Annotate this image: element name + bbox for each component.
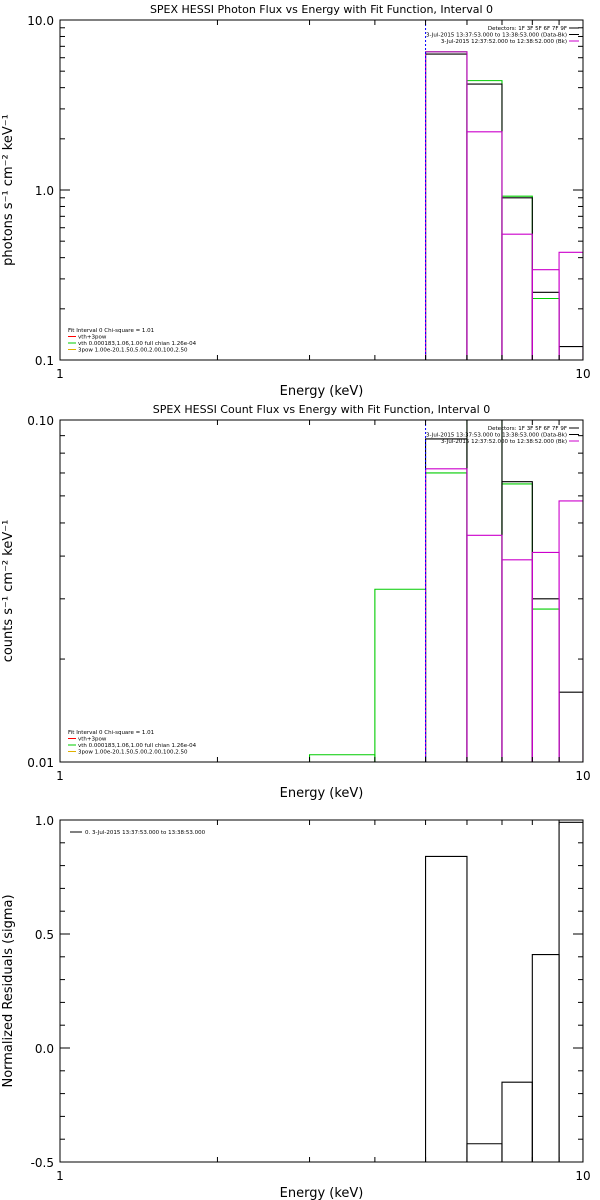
bin-3 xyxy=(501,481,533,762)
bin-5 xyxy=(558,345,583,360)
plot-area xyxy=(425,821,583,1162)
panel-title: SPEX HESSI Photon Flux vs Energy with Fi… xyxy=(150,3,493,16)
bin-6 xyxy=(531,608,560,762)
legend-bottom-left: Fit Interval 0 Chi-square = 1.01vth+3pow… xyxy=(68,328,197,354)
bin-2 xyxy=(466,83,503,360)
bin-2 xyxy=(466,1143,503,1162)
series-1 xyxy=(425,821,583,1162)
bin-3 xyxy=(501,197,533,360)
plot-area xyxy=(309,51,583,360)
bin-3 xyxy=(501,559,533,762)
panel-3: 1 10 -0.5 0.0 0.5 1.0 Energy (keV) Normalized R… xyxy=(1,814,591,1200)
y-tick-label: 0.10 xyxy=(27,414,54,428)
y-tick-label: 1.0 xyxy=(35,814,54,828)
bin-4 xyxy=(531,953,560,1162)
legend-entry: Fit Interval 0 Chi-square = 1.01 xyxy=(68,328,154,334)
legend-entry: vth 0.000183,1.06,1.00 full chian 1.26e-… xyxy=(78,743,197,749)
legend-top-left: 0. 3-Jul-2015 13:37:53.000 to 13:38:53.0… xyxy=(70,830,206,836)
y-tick-label: 0.1 xyxy=(35,354,54,368)
bin-1 xyxy=(425,53,468,360)
y-axis-label: photons s⁻¹ cm⁻² keV⁻¹ xyxy=(1,114,16,266)
legend-top-right: Detectors: 1F 3F 5F 6F 7F 9F3-Jul-2015 1… xyxy=(426,426,579,445)
y-axis-label: counts s⁻¹ cm⁻² keV⁻¹ xyxy=(1,520,16,663)
bin-4 xyxy=(531,291,560,360)
legend-entry: vth 0.000183,1.06,1.00 full chian 1.26e-… xyxy=(78,341,197,347)
y-tick-label: 1.0 xyxy=(35,184,54,198)
y-tick-label: -0.5 xyxy=(31,1156,54,1170)
series-1 xyxy=(309,51,560,360)
panel-1: SPEX HESSI Photon Flux vs Energy with Fi… xyxy=(1,3,591,399)
legend-top-right: Detectors: 1F 3F 5F 6F 7F 9F3-Jul-2015 1… xyxy=(426,26,579,45)
bin-5 xyxy=(501,195,533,360)
legend-bottom-left: Fit Interval 0 Chi-square = 1.01vth+3pow… xyxy=(68,730,197,756)
bin-5 xyxy=(558,691,583,762)
legend-entry: vth+3pow xyxy=(78,335,107,341)
series-1 xyxy=(308,420,560,762)
y-axis-label: Normalized Residuals (sigma) xyxy=(1,894,16,1087)
y-tick-label: 0.5 xyxy=(35,928,54,942)
bin-4 xyxy=(531,598,560,762)
bin-4 xyxy=(531,551,560,762)
legend-entry: 3pow 1.00e-20,1.50,5.00,2.00,100,2.50 xyxy=(78,348,188,354)
axes-frame xyxy=(59,19,584,361)
legend-entry: vth+3pow xyxy=(78,737,107,743)
x-axis-label: Energy (keV) xyxy=(280,384,364,399)
x-tick-label: 10 xyxy=(575,367,590,381)
bin-2 xyxy=(466,534,503,762)
bin-3 xyxy=(425,51,468,360)
bin-1 xyxy=(425,855,468,1162)
y-tick-label: 0.0 xyxy=(35,1042,54,1056)
bin-4 xyxy=(466,80,503,360)
bin-1 xyxy=(425,51,468,360)
x-tick-label: 1 xyxy=(56,367,64,381)
y-tick-label: 10.0 xyxy=(27,14,54,28)
bin-5 xyxy=(501,483,533,762)
bin-1 xyxy=(425,438,468,762)
x-tick-label: 1 xyxy=(56,769,64,783)
x-axis-label: Energy (keV) xyxy=(280,786,364,801)
bin-5 xyxy=(558,251,583,360)
bin-3 xyxy=(501,233,533,360)
bin-3 xyxy=(501,1081,533,1162)
legend-entry: 3pow 1.00e-20,1.50,5.00,2.00,100,2.50 xyxy=(78,750,188,756)
legend-entry: 3-Jul-2015 13:37:53.000 to 13:38:53.000 … xyxy=(426,33,567,39)
x-tick-label: 10 xyxy=(575,1169,590,1183)
bin-3 xyxy=(425,472,468,762)
bin-5 xyxy=(558,821,583,1162)
axes-frame xyxy=(59,819,584,1163)
panel-title: SPEX HESSI Count Flux vs Energy with Fit… xyxy=(153,403,490,416)
x-tick-label: 10 xyxy=(575,769,590,783)
series-3 xyxy=(425,468,583,762)
bin-5 xyxy=(558,500,583,762)
legend-entry: 3-Jul-2015 13:37:53.000 to 13:38:53.000 … xyxy=(426,433,567,439)
legend-entry: Fit Interval 0 Chi-square = 1.01 xyxy=(68,730,154,736)
bin-6 xyxy=(531,297,560,360)
bin-4 xyxy=(466,420,503,762)
bin-2 xyxy=(466,131,503,360)
bin-1 xyxy=(308,754,376,762)
plot-area xyxy=(308,420,583,762)
series-3 xyxy=(425,51,583,360)
legend-entry: Detectors: 1F 3F 5F 6F 7F 9F xyxy=(488,26,567,32)
x-axis-label: Energy (keV) xyxy=(280,1186,364,1200)
panel-2: SPEX HESSI Count Flux vs Energy with Fit… xyxy=(1,403,591,801)
legend-entry: 3-Jul-2015 12:37:52.000 to 12:38:52.000 … xyxy=(441,39,567,45)
bin-4 xyxy=(531,269,560,360)
axes-frame xyxy=(59,419,584,763)
legend-entry: 3-Jul-2015 12:37:52.000 to 12:38:52.000 … xyxy=(441,439,567,445)
legend-entry: Detectors: 1F 3F 5F 6F 7F 9F xyxy=(488,426,567,432)
bin-2 xyxy=(374,588,427,762)
x-tick-label: 1 xyxy=(56,1169,64,1183)
bin-2 xyxy=(466,420,503,762)
legend-entry: 0. 3-Jul-2015 13:37:53.000 to 13:38:53.0… xyxy=(85,830,206,836)
bin-1 xyxy=(425,468,468,762)
y-tick-label: 0.01 xyxy=(27,756,54,770)
